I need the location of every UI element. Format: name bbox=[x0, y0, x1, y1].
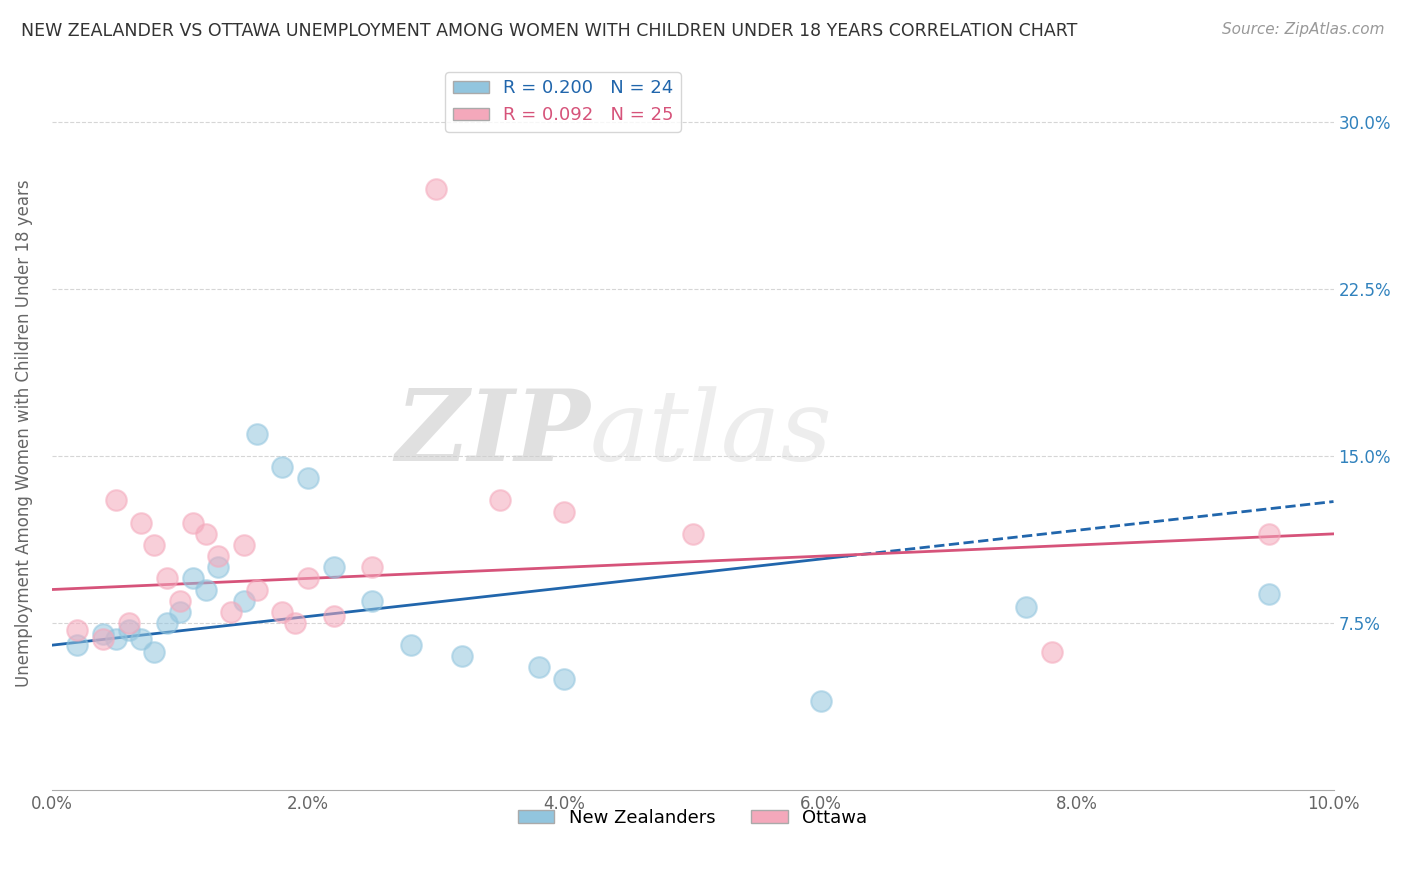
Point bbox=[66, 623, 89, 637]
Point bbox=[451, 649, 474, 664]
Text: atlas: atlas bbox=[591, 386, 832, 482]
Point bbox=[527, 660, 550, 674]
Point bbox=[322, 560, 344, 574]
Point bbox=[399, 638, 422, 652]
Point bbox=[118, 615, 141, 630]
Point bbox=[207, 549, 229, 563]
Point bbox=[219, 605, 242, 619]
Point bbox=[181, 516, 204, 530]
Point bbox=[489, 493, 512, 508]
Point bbox=[156, 615, 179, 630]
Point bbox=[271, 460, 294, 475]
Point bbox=[104, 632, 127, 646]
Point bbox=[131, 516, 153, 530]
Point bbox=[143, 538, 166, 552]
Point bbox=[143, 645, 166, 659]
Point bbox=[553, 672, 575, 686]
Point bbox=[810, 694, 832, 708]
Point bbox=[297, 471, 319, 485]
Point bbox=[156, 571, 179, 585]
Point bbox=[118, 623, 141, 637]
Point bbox=[553, 505, 575, 519]
Point bbox=[322, 609, 344, 624]
Point bbox=[194, 527, 217, 541]
Point bbox=[246, 426, 269, 441]
Point bbox=[91, 632, 114, 646]
Text: Source: ZipAtlas.com: Source: ZipAtlas.com bbox=[1222, 22, 1385, 37]
Text: NEW ZEALANDER VS OTTAWA UNEMPLOYMENT AMONG WOMEN WITH CHILDREN UNDER 18 YEARS CO: NEW ZEALANDER VS OTTAWA UNEMPLOYMENT AMO… bbox=[21, 22, 1077, 40]
Point bbox=[271, 605, 294, 619]
Point bbox=[233, 593, 256, 607]
Point bbox=[169, 593, 191, 607]
Point bbox=[194, 582, 217, 597]
Point bbox=[246, 582, 269, 597]
Point bbox=[104, 493, 127, 508]
Point bbox=[1258, 587, 1281, 601]
Point bbox=[1015, 600, 1038, 615]
Point bbox=[361, 593, 384, 607]
Point bbox=[131, 632, 153, 646]
Point bbox=[361, 560, 384, 574]
Point bbox=[1040, 645, 1063, 659]
Point bbox=[297, 571, 319, 585]
Point bbox=[181, 571, 204, 585]
Text: ZIP: ZIP bbox=[395, 385, 591, 482]
Point bbox=[1258, 527, 1281, 541]
Y-axis label: Unemployment Among Women with Children Under 18 years: Unemployment Among Women with Children U… bbox=[15, 180, 32, 688]
Point bbox=[284, 615, 307, 630]
Point bbox=[682, 527, 704, 541]
Point bbox=[425, 182, 447, 196]
Legend: New Zealanders, Ottawa: New Zealanders, Ottawa bbox=[510, 802, 875, 834]
Point bbox=[66, 638, 89, 652]
Point bbox=[233, 538, 256, 552]
Point bbox=[91, 627, 114, 641]
Point bbox=[169, 605, 191, 619]
Point bbox=[207, 560, 229, 574]
